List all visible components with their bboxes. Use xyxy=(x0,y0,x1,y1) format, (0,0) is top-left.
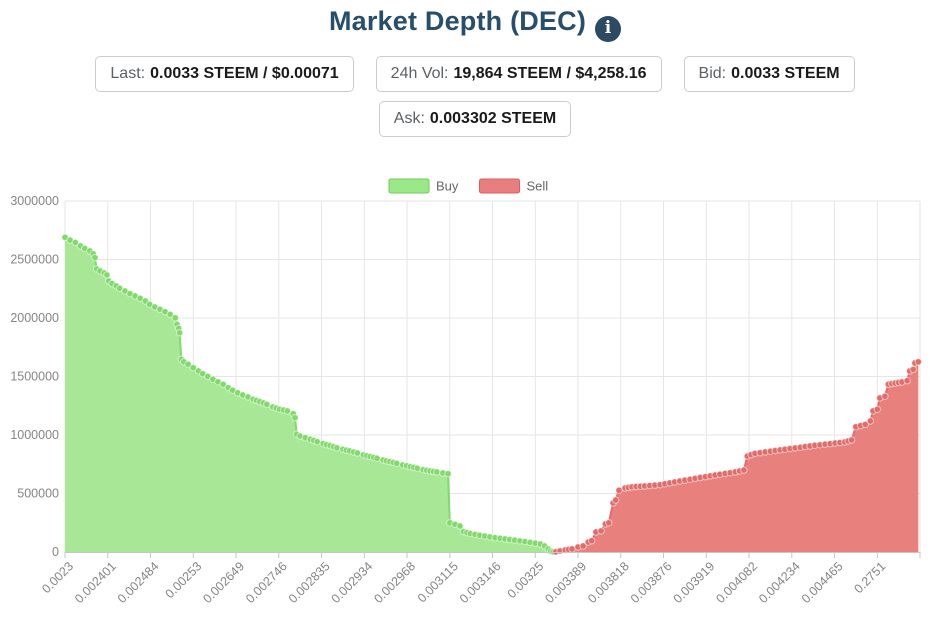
svg-text:2500000: 2500000 xyxy=(10,253,59,267)
sell-markers xyxy=(552,358,922,556)
legend: Buy Sell xyxy=(388,178,549,194)
stat-last-label: Last: xyxy=(110,64,146,82)
buy-series xyxy=(64,236,554,553)
stat-bid-label: Bid: xyxy=(698,64,727,82)
svg-text:0.2751: 0.2751 xyxy=(851,559,888,596)
page-title-text: Market Depth (DEC) xyxy=(328,6,587,36)
svg-text:0.002401: 0.002401 xyxy=(72,559,119,606)
buy-area xyxy=(65,237,554,553)
legend-label-sell: Sell xyxy=(527,179,549,194)
stat-bid: Bid: 0.0033 STEEM xyxy=(683,55,855,92)
stat-ask-value: 0.003302 STEEM xyxy=(429,109,557,127)
legend-swatch-sell xyxy=(479,178,520,194)
legend-label-buy: Buy xyxy=(436,179,459,194)
market-depth-page: Market Depth (DEC) i Last: 0.0033 STEEM / … xyxy=(0,6,950,637)
svg-text:2000000: 2000000 xyxy=(10,311,59,325)
svg-text:3000000: 3000000 xyxy=(10,194,59,208)
stats-row-2: Ask: 0.003302 STEEM xyxy=(0,100,950,137)
depth-chart: 0 500000 1000000 1500000 2000000 2500000 30000… xyxy=(0,176,950,637)
stat-24h-vol-value: 19,864 STEEM / $4,258.16 xyxy=(453,64,647,82)
svg-text:500000: 500000 xyxy=(17,487,59,501)
svg-text:0.004234: 0.004234 xyxy=(756,559,803,606)
stat-last-value: 0.0033 STEEM / $0.00071 xyxy=(150,64,339,82)
svg-text:0.004082: 0.004082 xyxy=(713,559,760,606)
svg-text:0.003919: 0.003919 xyxy=(671,559,718,606)
svg-text:0.003389: 0.003389 xyxy=(542,559,589,606)
stat-ask: Ask: 0.003302 STEEM xyxy=(378,100,572,137)
svg-text:0.00253: 0.00253 xyxy=(163,559,205,601)
svg-text:0.002484: 0.002484 xyxy=(115,559,162,606)
svg-text:0.003146: 0.003146 xyxy=(457,559,504,606)
svg-text:0.002835: 0.002835 xyxy=(286,559,333,606)
svg-text:0.00325: 0.00325 xyxy=(505,559,547,601)
x-axis xyxy=(64,552,921,558)
stats-row-1: Last: 0.0033 STEEM / $0.00071 24h Vol: 19,… xyxy=(0,55,950,92)
legend-item-buy[interactable]: Buy xyxy=(388,178,459,194)
svg-text:0: 0 xyxy=(52,545,59,559)
svg-text:0.002746: 0.002746 xyxy=(243,559,290,606)
sell-area xyxy=(555,361,919,552)
stat-24h-vol-label: 24h Vol: xyxy=(390,64,449,82)
legend-item-sell[interactable]: Sell xyxy=(479,178,549,194)
y-axis-labels: 0 500000 1000000 1500000 2000000 2500000 30000… xyxy=(10,194,59,559)
svg-text:1500000: 1500000 xyxy=(10,370,59,384)
legend-swatch-buy xyxy=(388,178,430,194)
svg-text:0.002649: 0.002649 xyxy=(200,559,247,606)
svg-text:0.0023: 0.0023 xyxy=(39,559,76,596)
stat-bid-value: 0.0033 STEEM xyxy=(731,64,840,82)
page-title: Market Depth (DEC) i xyxy=(0,6,950,42)
svg-text:0.003818: 0.003818 xyxy=(585,559,632,606)
svg-text:0.002934: 0.002934 xyxy=(329,559,376,606)
depth-chart-svg: 0 500000 1000000 1500000 2000000 2500000 30000… xyxy=(10,178,922,606)
stat-ask-label: Ask: xyxy=(393,109,425,127)
svg-text:1000000: 1000000 xyxy=(10,428,59,442)
svg-text:0.002968: 0.002968 xyxy=(371,559,418,606)
svg-text:0.004465: 0.004465 xyxy=(799,559,846,606)
svg-text:0.003115: 0.003115 xyxy=(415,559,461,605)
stat-last: Last: 0.0033 STEEM / $0.00071 xyxy=(95,55,354,92)
buy-markers xyxy=(61,233,557,556)
svg-text:0.003876: 0.003876 xyxy=(628,559,675,606)
info-icon[interactable]: i xyxy=(595,15,622,42)
stat-24h-vol: 24h Vol: 19,864 STEEM / $4,258.16 xyxy=(375,55,662,92)
